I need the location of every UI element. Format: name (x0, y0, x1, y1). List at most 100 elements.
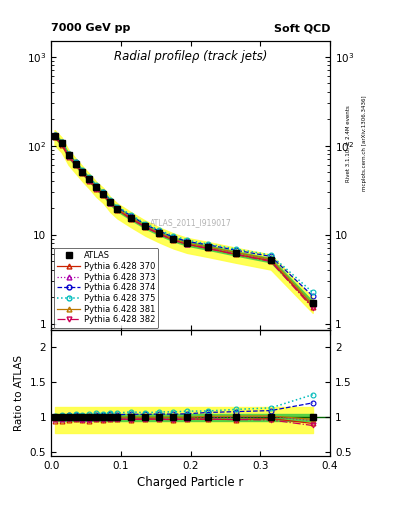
Line: ATLAS: ATLAS (52, 133, 316, 306)
Pythia 6.428 381 (310, 301, 315, 307)
Pythia 6.428 381 (59, 140, 64, 146)
Pythia 6.428 382 (94, 185, 99, 191)
ATLAS (129, 215, 134, 221)
ATLAS (101, 190, 106, 197)
Line: Pythia 6.428 373: Pythia 6.428 373 (52, 134, 315, 308)
Pythia 6.428 375 (157, 227, 162, 233)
Pythia 6.428 375 (52, 132, 57, 138)
Pythia 6.428 370 (108, 200, 113, 206)
Pythia 6.428 381 (233, 249, 238, 255)
Pythia 6.428 374 (108, 198, 113, 204)
Pythia 6.428 375 (59, 139, 64, 145)
Pythia 6.428 381 (101, 190, 106, 197)
Text: Soft QCD: Soft QCD (274, 23, 330, 33)
Pythia 6.428 370 (80, 170, 85, 176)
Pythia 6.428 375 (115, 203, 120, 209)
Pythia 6.428 382 (87, 178, 92, 184)
Pythia 6.428 370 (233, 251, 238, 258)
Pythia 6.428 381 (143, 223, 148, 229)
Pythia 6.428 382 (66, 153, 71, 159)
ATLAS (171, 236, 176, 242)
Pythia 6.428 373 (268, 257, 273, 263)
Pythia 6.428 370 (73, 162, 78, 168)
Pythia 6.428 382 (108, 200, 113, 206)
Pythia 6.428 382 (171, 237, 176, 243)
Pythia 6.428 375 (185, 237, 189, 243)
Pythia 6.428 373 (108, 200, 113, 206)
Pythia 6.428 375 (143, 221, 148, 227)
Pythia 6.428 374 (59, 139, 64, 145)
Text: mcplots.cern.ch [arXiv:1306.3436]: mcplots.cern.ch [arXiv:1306.3436] (362, 96, 367, 191)
Pythia 6.428 374 (101, 189, 106, 195)
Pythia 6.428 370 (94, 185, 99, 191)
Pythia 6.428 374 (185, 239, 189, 245)
Pythia 6.428 381 (115, 206, 120, 212)
Line: Pythia 6.428 370: Pythia 6.428 370 (52, 135, 315, 309)
Pythia 6.428 373 (101, 191, 106, 197)
Pythia 6.428 373 (73, 161, 78, 167)
Pythia 6.428 370 (268, 258, 273, 264)
ATLAS (310, 300, 315, 306)
Pythia 6.428 375 (108, 197, 113, 203)
Pythia 6.428 375 (87, 175, 92, 181)
Pythia 6.428 381 (157, 230, 162, 236)
Text: ATLAS_2011_I919017: ATLAS_2011_I919017 (150, 219, 231, 227)
Line: Pythia 6.428 374: Pythia 6.428 374 (52, 133, 315, 298)
Pythia 6.428 373 (94, 185, 99, 191)
Pythia 6.428 370 (59, 141, 64, 147)
Pythia 6.428 382 (233, 251, 238, 258)
Pythia 6.428 373 (310, 302, 315, 308)
Pythia 6.428 381 (171, 236, 176, 242)
ATLAS (52, 133, 57, 139)
Pythia 6.428 374 (143, 222, 148, 228)
Pythia 6.428 374 (66, 151, 71, 157)
X-axis label: Charged Particle r: Charged Particle r (138, 476, 244, 489)
Y-axis label: Ratio to ATLAS: Ratio to ATLAS (14, 355, 24, 431)
ATLAS (143, 223, 148, 229)
Pythia 6.428 381 (108, 199, 113, 205)
Pythia 6.428 370 (52, 134, 57, 140)
ATLAS (268, 257, 273, 263)
Pythia 6.428 373 (185, 241, 189, 247)
ATLAS (206, 244, 210, 250)
Pythia 6.428 373 (59, 140, 64, 146)
Pythia 6.428 382 (129, 216, 134, 222)
Legend: ATLAS, Pythia 6.428 370, Pythia 6.428 373, Pythia 6.428 374, Pythia 6.428 375, P: ATLAS, Pythia 6.428 370, Pythia 6.428 37… (53, 248, 158, 328)
Pythia 6.428 374 (129, 213, 134, 219)
Pythia 6.428 373 (157, 230, 162, 236)
Line: Pythia 6.428 381: Pythia 6.428 381 (52, 134, 315, 307)
Pythia 6.428 375 (80, 167, 85, 173)
ATLAS (87, 176, 92, 182)
Pythia 6.428 373 (143, 223, 148, 229)
ATLAS (73, 160, 78, 166)
Text: Rivet 3.1.10, ≥ 2.4M events: Rivet 3.1.10, ≥ 2.4M events (346, 105, 351, 182)
Line: Pythia 6.428 382: Pythia 6.428 382 (52, 134, 315, 310)
ATLAS (108, 199, 113, 205)
Pythia 6.428 381 (129, 215, 134, 221)
Pythia 6.428 382 (59, 141, 64, 147)
Pythia 6.428 382 (101, 192, 106, 198)
Pythia 6.428 381 (268, 256, 273, 262)
Pythia 6.428 375 (268, 252, 273, 258)
Pythia 6.428 382 (206, 245, 210, 251)
Pythia 6.428 382 (143, 224, 148, 230)
Pythia 6.428 373 (206, 244, 210, 250)
Pythia 6.428 374 (52, 132, 57, 138)
Pythia 6.428 375 (94, 182, 99, 188)
ATLAS (59, 140, 64, 146)
ATLAS (115, 206, 120, 212)
Pythia 6.428 374 (73, 159, 78, 165)
Pythia 6.428 370 (66, 154, 71, 160)
Pythia 6.428 375 (66, 151, 71, 157)
Pythia 6.428 370 (87, 178, 92, 184)
ATLAS (185, 240, 189, 246)
Text: 7000 GeV pp: 7000 GeV pp (51, 23, 130, 33)
Pythia 6.428 373 (80, 169, 85, 176)
Pythia 6.428 382 (310, 305, 315, 311)
Text: Radial profileρ (track jets): Radial profileρ (track jets) (114, 50, 267, 62)
Pythia 6.428 370 (310, 304, 315, 310)
Pythia 6.428 374 (94, 183, 99, 189)
ATLAS (233, 250, 238, 256)
Pythia 6.428 370 (143, 224, 148, 230)
Pythia 6.428 382 (268, 259, 273, 265)
